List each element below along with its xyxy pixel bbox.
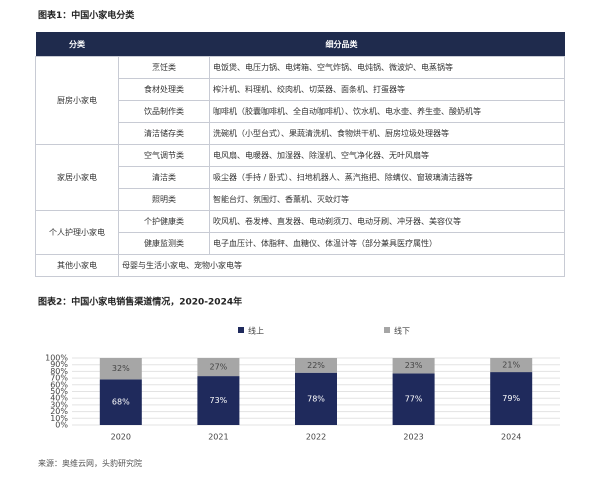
value-label: 32% xyxy=(112,364,130,373)
legend-label: 线上 xyxy=(248,326,264,336)
table-row: 个人护理小家电 个护健康类 吹风机、卷发棒、直发器、电动剃须刀、电动牙刷、冲牙器、美… xyxy=(35,210,565,255)
group-cell: 厨房小家电 xyxy=(35,56,119,145)
y-tick-label: 50% xyxy=(50,387,68,396)
table-title: 图表1：中国小家电分类 xyxy=(38,11,135,21)
value-label: 79% xyxy=(502,394,520,403)
x-tick-label: 2022 xyxy=(306,433,326,442)
y-tick-label: 10% xyxy=(50,414,68,423)
sub-cell: 健康监测类 xyxy=(118,232,210,255)
table-row: 厨房小家电 烹饪类 电饭煲、电压力锅、电烤箱、空气炸锅、电炖锅、微波炉、电蒸锅等 xyxy=(35,56,565,145)
bar-segment xyxy=(197,376,240,425)
y-tick-label: 30% xyxy=(50,400,68,409)
group-cell: 家居小家电 xyxy=(35,144,119,211)
sub-cell: 个护健康类 xyxy=(118,210,210,233)
bar-segment xyxy=(295,358,337,373)
chart-title: 图表2：中国小家电销售渠道情况，2020-2024年 xyxy=(38,296,242,308)
table-row: 照明类 智能台灯、氛围灯、香薰机、灭蚊灯等 xyxy=(36,188,565,211)
category-table: 分类 细分品类 厨房小家电 烹饪类 电饭煲、电压力锅、电烤箱、空气炸锅、电炖锅、微波… xyxy=(35,32,565,277)
table-row: 饮品制作类 咖啡机（胶囊咖啡机、全自动咖啡机）、饮水机、电水壶、养生壶、酸奶机等 xyxy=(36,100,565,123)
x-tick-label: 2021 xyxy=(208,433,228,442)
y-tick-label: 100% xyxy=(45,354,68,363)
legend-swatch xyxy=(384,327,390,333)
bar-segment xyxy=(490,372,533,425)
detail-cell: 电饭煲、电压力锅、电烤箱、空气炸锅、电炖锅、微波炉、电蒸锅等 xyxy=(209,56,565,79)
value-label: 77% xyxy=(405,395,423,404)
detail-cell: 洗碗机（小型台式）、果蔬清洗机、食物烘干机、厨房垃圾处理器等 xyxy=(209,122,565,145)
source: 来源：奥维云网，头豹研究院 xyxy=(38,459,142,468)
detail-cell: 咖啡机（胶囊咖啡机、全自动咖啡机）、饮水机、电水壶、养生壶、酸奶机等 xyxy=(209,100,565,123)
bar-segment xyxy=(99,358,142,380)
sub-cell: 清洁类 xyxy=(118,166,210,189)
group-cell: 个人护理小家电 xyxy=(35,210,119,255)
y-tick-label: 80% xyxy=(50,367,68,376)
value-label: 68% xyxy=(112,398,130,407)
y-tick-label: 40% xyxy=(50,394,68,403)
table-body: 厨房小家电 烹饪类 电饭煲、电压力锅、电烤箱、空气炸锅、电炖锅、微波炉、电蒸锅等 食材… xyxy=(35,56,565,277)
sub-cell: 食材处理类 xyxy=(118,78,210,101)
table-row: 家居小家电 空气调节类 电风扇、电暖器、加湿器、除湿机、空气净化器、无叶风扇等 xyxy=(35,144,565,211)
y-tick-label: 0% xyxy=(55,421,68,430)
bar-segment xyxy=(392,358,435,374)
header-row: 分类 细分品类 xyxy=(35,32,565,57)
detail-cell: 智能台灯、氛围灯、香薰机、灭蚊灯等 xyxy=(209,188,565,211)
detail-cell: 电子血压计、体脂秤、血糖仪、体温计等（部分兼具医疗属性） xyxy=(209,232,565,255)
detail-cell: 吹风机、卷发棒、直发器、电动剃须刀、电动牙刷、冲牙器、美容仪等 xyxy=(209,210,565,233)
detail-cell: 母婴与生活小家电、宠物小家电等 xyxy=(118,254,565,277)
table-row: 健康监测类 电子血压计、体脂秤、血糖仪、体温计等（部分兼具医疗属性） xyxy=(36,232,565,255)
sub-cell: 照明类 xyxy=(118,188,210,211)
table-row: 清洁类 吸尘器（手持 / 卧式）、扫地机器人、蒸汽拖把、除螨仪、窗玻璃清洁器等 xyxy=(36,166,565,189)
x-tick-label: 2024 xyxy=(501,433,521,442)
detail-cell: 电风扇、电暖器、加湿器、除湿机、空气净化器、无叶风扇等 xyxy=(209,144,565,167)
value-label: 78% xyxy=(307,394,325,403)
chart: 图表2：中国小家电销售渠道情况，2020-2024年 0%10%20%30%40… xyxy=(38,296,560,442)
sub-cell: 饮品制作类 xyxy=(118,100,210,123)
bar-segment xyxy=(99,379,142,425)
value-label: 27% xyxy=(210,363,228,372)
table-row: 其他小家电 母婴与生活小家电、宠物小家电等 xyxy=(35,254,565,277)
header-cell: 细分品类 xyxy=(118,32,565,57)
sub-cell: 空气调节类 xyxy=(118,144,210,167)
sub-cell: 烹饪类 xyxy=(118,56,210,79)
x-tick-label: 2020 xyxy=(111,433,131,442)
group-cell: 其他小家电 xyxy=(35,254,119,277)
value-label: 73% xyxy=(210,396,228,405)
header-cell: 分类 xyxy=(35,32,119,57)
value-label: 23% xyxy=(405,361,423,370)
value-label: 22% xyxy=(307,361,325,370)
detail-cell: 吸尘器（手持 / 卧式）、扫地机器人、蒸汽拖把、除螨仪、窗玻璃清洁器等 xyxy=(209,166,565,189)
detail-cell: 榨汁机、料理机、绞肉机、切菜器、面条机、打蛋器等 xyxy=(209,78,565,101)
legend-label: 线下 xyxy=(394,326,410,336)
sub-cell: 清洁储存类 xyxy=(118,122,210,145)
value-label: 21% xyxy=(502,361,520,370)
table-row: 食材处理类 榨汁机、料理机、绞肉机、切菜器、面条机、打蛋器等 xyxy=(36,78,565,101)
legend-swatch xyxy=(238,327,244,333)
y-tick-label: 20% xyxy=(50,407,68,416)
y-tick-label: 90% xyxy=(50,360,68,369)
bar-segment xyxy=(490,358,533,373)
bar-segment xyxy=(295,372,337,425)
bar-segment xyxy=(197,358,240,377)
bar-segment xyxy=(392,373,435,425)
y-tick-label: 60% xyxy=(50,380,68,389)
y-tick-label: 70% xyxy=(50,374,68,383)
x-tick-label: 2023 xyxy=(403,433,423,442)
